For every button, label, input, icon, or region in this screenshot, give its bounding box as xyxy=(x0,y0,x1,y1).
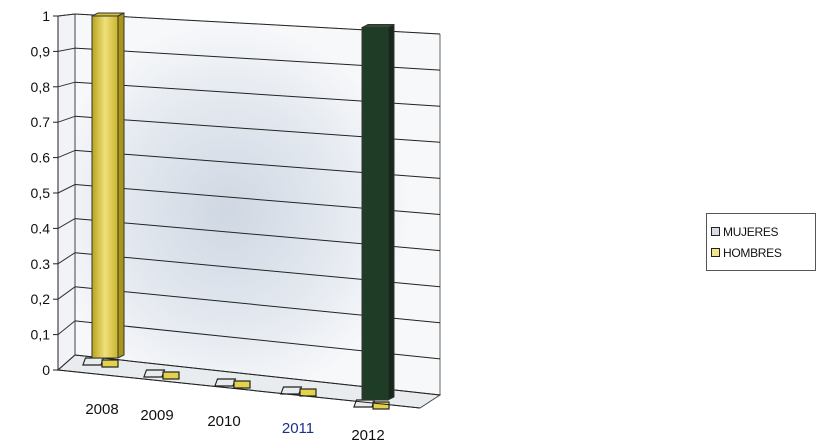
floor-marker-mujeres xyxy=(143,369,166,378)
gridline-side xyxy=(57,115,76,123)
x-axis: 2008 2009 2010 2011 2012 xyxy=(57,369,421,444)
bar-side-hombres-2008 xyxy=(117,12,125,359)
y-tick-label: 0.4 xyxy=(31,220,51,236)
gridline-side xyxy=(57,81,76,88)
bars xyxy=(91,12,395,401)
y-tick-label: 0,2 xyxy=(31,291,51,307)
legend: MUJERES HOMBRES xyxy=(706,213,816,271)
legend-item-mujeres: MUJERES xyxy=(711,221,815,242)
gridline-side xyxy=(57,218,76,229)
floor-marker-mujeres xyxy=(82,357,105,366)
gridline-side xyxy=(57,252,76,265)
bar-mujeres-2012 xyxy=(361,27,389,401)
floor-marker-hombres xyxy=(233,380,251,389)
x-tick-label: 2008 xyxy=(85,401,118,418)
x-tick-label: 2011 xyxy=(282,420,314,437)
floor-marker-hombres xyxy=(101,359,119,368)
gridline-side xyxy=(57,149,76,159)
gridline-side xyxy=(57,354,76,371)
floor-marker-hombres xyxy=(299,388,317,397)
legend-label-hombres: HOMBRES xyxy=(723,245,782,260)
y-tick-label: 0.3 xyxy=(31,256,51,272)
chart-area: 0 0,1 0,2 0.3 0.4 0,5 0.6 0.7 0,8 0,9 1 2008 2009 20… xyxy=(31,8,442,444)
x-tick-label: 2009 xyxy=(140,407,173,424)
bar-side-mujeres-2012 xyxy=(387,23,395,401)
x-tick-label: 2012 xyxy=(351,427,384,444)
gridline-side xyxy=(57,320,76,335)
floor-marker-hombres xyxy=(162,371,180,380)
y-tick-label: 0,8 xyxy=(31,79,51,95)
legend-swatch-mujeres xyxy=(711,227,720,236)
legend-label-mujeres: MUJERES xyxy=(723,224,779,239)
bar-hombres-2008 xyxy=(91,15,119,359)
y-tick-label: 0,1 xyxy=(31,327,51,343)
y-tick-label: 0,5 xyxy=(31,185,51,201)
x-tick-label: 2010 xyxy=(207,413,240,430)
y-tick-label: 0,9 xyxy=(31,43,51,59)
gridline-side xyxy=(57,184,76,194)
x-axis-line xyxy=(57,369,421,409)
back-wall xyxy=(75,14,440,395)
y-tick-label: 0.7 xyxy=(31,114,51,130)
floor-marker-mujeres xyxy=(280,386,303,395)
gridline-side xyxy=(57,13,76,17)
gridline-side xyxy=(57,286,76,300)
y-axis: 0 0,1 0,2 0.3 0.4 0,5 0.6 0.7 0,8 0,9 1 xyxy=(31,8,59,378)
legend-swatch-hombres xyxy=(711,248,720,257)
gridline-side xyxy=(57,47,76,52)
floor-marker-hombres xyxy=(372,401,390,410)
bar-chart: 00,10,20.30.40,50.60.70,80,91 2008 2009 20… xyxy=(31,8,442,444)
floor-marker-mujeres xyxy=(214,378,237,387)
y-tick-label: 0.6 xyxy=(31,150,51,166)
legend-item-hombres: HOMBRES xyxy=(711,242,815,263)
y-tick-label: 0 xyxy=(42,362,50,378)
y-tick-label: 1 xyxy=(42,8,50,24)
